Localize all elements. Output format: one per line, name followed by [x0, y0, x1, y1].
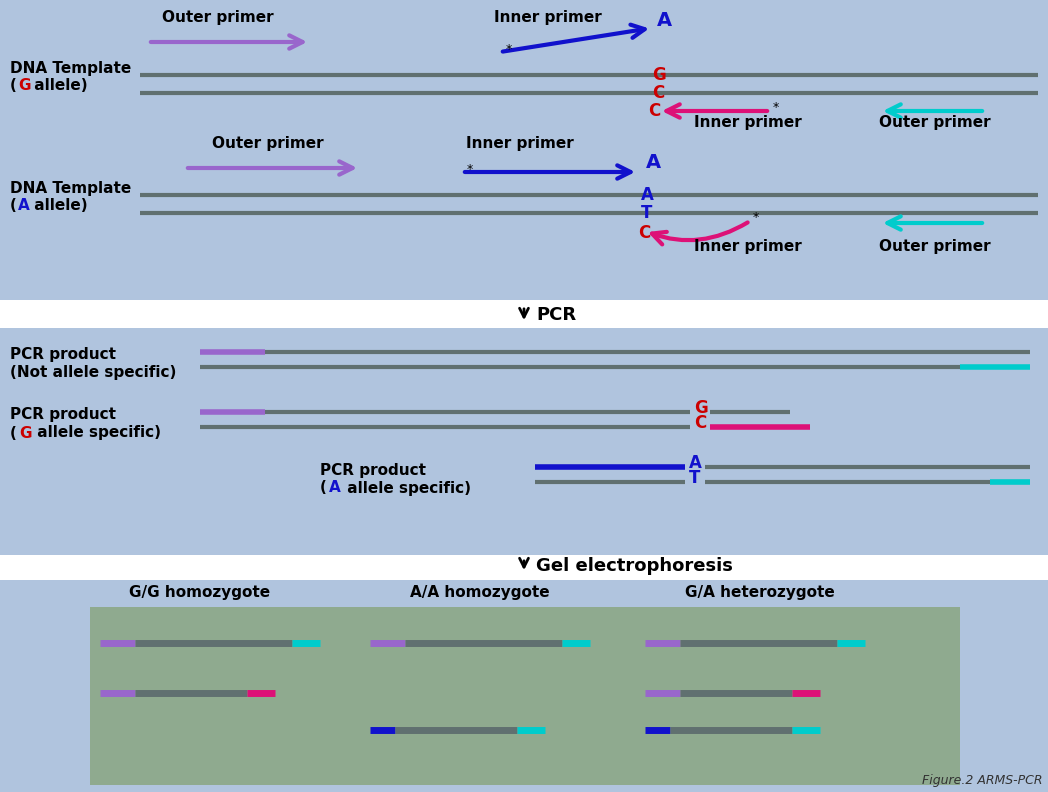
Text: Gel electrophoresis: Gel electrophoresis [536, 557, 733, 575]
Text: allele specific): allele specific) [342, 481, 471, 496]
Text: *: * [773, 101, 780, 113]
Text: Inner primer: Inner primer [494, 10, 602, 25]
Text: Outer primer: Outer primer [879, 239, 990, 254]
Bar [0, 0, 1048, 300]
Text: Inner primer: Inner primer [694, 239, 802, 254]
Text: C: C [638, 224, 650, 242]
Text: DNA Template: DNA Template [10, 181, 131, 196]
Text: DNA Template: DNA Template [10, 60, 131, 75]
Text: PCR product: PCR product [320, 463, 425, 478]
Bar [0, 580, 1048, 792]
Text: (: ( [10, 78, 17, 93]
Text: Inner primer: Inner primer [466, 136, 574, 151]
Text: G: G [19, 425, 31, 440]
Text: allele specific): allele specific) [32, 425, 161, 440]
Text: A: A [689, 454, 702, 472]
Text: (: ( [10, 199, 17, 214]
Text: T: T [641, 204, 652, 222]
Text: PCR: PCR [536, 306, 576, 324]
Bar [0, 328, 1048, 555]
Text: PCR product: PCR product [10, 348, 116, 363]
Text: A: A [329, 481, 341, 496]
Text: A: A [18, 199, 29, 214]
Text: allele): allele) [29, 78, 88, 93]
Text: Figure.2 ARMS-PCR: Figure.2 ARMS-PCR [922, 774, 1043, 787]
Text: G/A heterozygote: G/A heterozygote [685, 585, 835, 600]
Text: Inner primer: Inner primer [694, 115, 802, 130]
Text: T: T [689, 469, 700, 487]
Text: G: G [652, 66, 665, 84]
Text: A/A homozygote: A/A homozygote [410, 585, 550, 600]
Text: A: A [641, 186, 654, 204]
Text: (: ( [320, 481, 327, 496]
Text: (: ( [10, 425, 17, 440]
Text: PCR product: PCR product [10, 408, 116, 422]
Bar [90, 607, 960, 785]
Text: G: G [694, 399, 707, 417]
Text: Outer primer: Outer primer [162, 10, 274, 25]
Text: *: * [506, 43, 512, 55]
Text: C: C [652, 84, 664, 102]
Text: Outer primer: Outer primer [212, 136, 324, 151]
Text: *: * [754, 211, 759, 224]
Text: (Not allele specific): (Not allele specific) [10, 365, 176, 380]
Text: A: A [657, 10, 672, 29]
Text: allele): allele) [29, 199, 88, 214]
Text: C: C [694, 414, 706, 432]
Text: A: A [646, 154, 661, 173]
Text: Outer primer: Outer primer [879, 115, 990, 130]
Text: *: * [467, 162, 474, 176]
Text: G: G [18, 78, 30, 93]
Text: G/G homozygote: G/G homozygote [130, 585, 270, 600]
Text: C: C [648, 102, 660, 120]
